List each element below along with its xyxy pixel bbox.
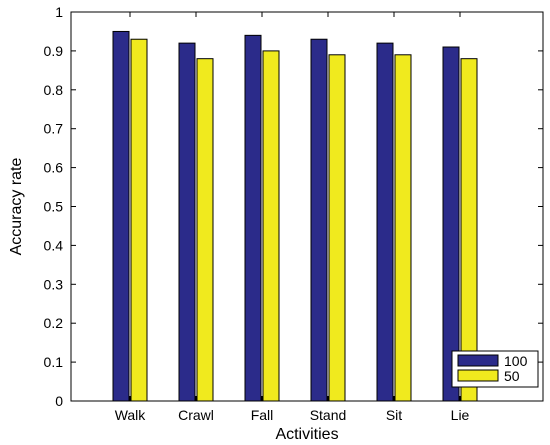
x-axis: Walk Crawl Fall Stand Sit Lie — [115, 12, 470, 423]
bar-stand-100 — [310, 38, 328, 402]
y-tick-label: 0.3 — [44, 276, 64, 292]
legend-swatch-50 — [457, 369, 499, 382]
x-tick-label-walk: Walk — [115, 407, 147, 423]
x-tick-label-lie: Lie — [451, 407, 470, 423]
y-axis-label: Accuracy rate — [8, 157, 25, 255]
legend: 100 50 — [451, 350, 539, 388]
bar-crawl-50 — [196, 58, 214, 402]
x-tick-label-fall: Fall — [251, 407, 274, 423]
bars — [112, 30, 478, 402]
bar-walk-50 — [130, 38, 148, 402]
y-tick-label: 0.6 — [44, 160, 64, 176]
y-tick-label: 0 — [55, 393, 63, 409]
y-tick-label: 0.2 — [44, 315, 64, 331]
y-axis: 0 0.1 0.2 0.3 0.4 0.5 0.6 0.7 0.8 0.9 1 — [44, 4, 543, 409]
legend-label-100: 100 — [504, 353, 528, 369]
y-tick-label: 1 — [55, 4, 63, 20]
legend-label-50: 50 — [504, 368, 520, 384]
bar-sit-50 — [394, 54, 412, 402]
x-axis-label: Activities — [275, 426, 338, 443]
bar-stand-50 — [328, 54, 346, 402]
x-tick-label-crawl: Crawl — [178, 407, 214, 423]
y-tick-label: 0.5 — [44, 199, 64, 215]
y-tick-label: 0.8 — [44, 82, 64, 98]
x-tick-label-sit: Sit — [386, 407, 402, 423]
bar-crawl-100 — [178, 42, 196, 402]
bar-sit-100 — [376, 42, 394, 402]
bar-lie-100 — [442, 46, 460, 402]
bar-fall-50 — [262, 50, 280, 402]
y-tick-label: 0.4 — [44, 237, 64, 253]
bar-lie-50 — [460, 58, 478, 402]
x-tick-label-stand: Stand — [310, 407, 347, 423]
y-tick-label: 0.1 — [44, 354, 64, 370]
bar-walk-100 — [112, 30, 130, 402]
y-tick-label: 0.7 — [44, 121, 64, 137]
legend-swatch-100 — [457, 354, 499, 367]
bar-fall-100 — [244, 34, 262, 402]
y-tick-label: 0.9 — [44, 43, 64, 59]
